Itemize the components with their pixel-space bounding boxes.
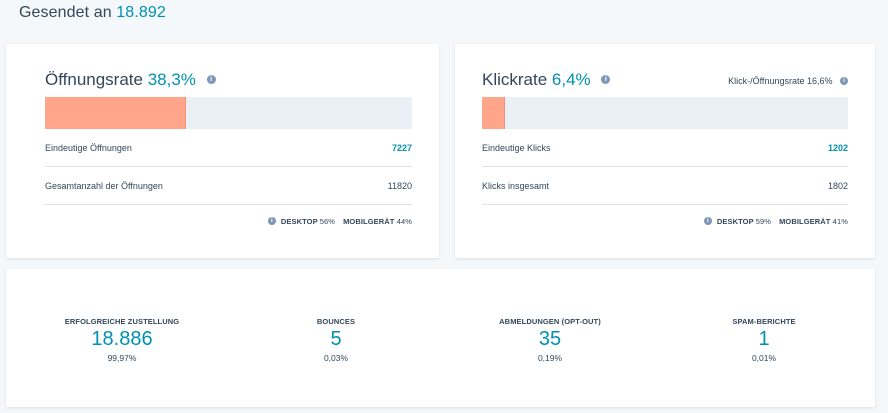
unique-opens-row: Eindeutige Öffnungen 7227	[45, 129, 412, 167]
stat-spam-reports: SPAM-BERICHTE 1 0,01%	[664, 317, 864, 363]
stat-value[interactable]: 35	[538, 328, 562, 350]
desktop-label: DESKTOP	[716, 217, 754, 226]
unique-clicks-row: Eindeutige Klicks 1202	[482, 129, 848, 167]
stat-percent: 0,01%	[751, 353, 777, 363]
desktop-value: 59%	[755, 217, 772, 226]
delivery-stats-card: ERFOLGREICHE ZUSTELLUNG 18.886 99,97% BO…	[6, 269, 875, 407]
info-icon[interactable]: i	[703, 217, 712, 226]
click-rate-bar-track	[482, 97, 848, 129]
stat-label: BOUNCES	[316, 317, 356, 326]
stat-label: ABMELDUNGEN (OPT-OUT)	[499, 317, 601, 326]
total-opens-label: Gesamtanzahl der Öffnungen	[45, 181, 163, 191]
open-rate-value: 38,3%	[147, 70, 196, 89]
total-opens-row: Gesamtanzahl der Öffnungen 11820	[45, 167, 412, 205]
stat-label: ERFOLGREICHE ZUSTELLUNG	[64, 317, 180, 326]
mobile-value: 44%	[396, 217, 412, 226]
unique-opens-value[interactable]: 7227	[391, 143, 412, 153]
stat-value[interactable]: 5	[330, 328, 342, 350]
click-rate-bar-fill	[482, 97, 506, 129]
unique-opens-label: Eindeutige Öffnungen	[45, 143, 132, 153]
desktop-label: DESKTOP	[280, 217, 318, 226]
total-clicks-row: Klicks insgesamt 1802	[482, 167, 848, 205]
stat-unsubscribes: ABMELDUNGEN (OPT-OUT) 35 0,19%	[450, 317, 650, 363]
sent-to-header: Gesendet an 18.892	[19, 4, 166, 22]
desktop-value: 56%	[319, 217, 336, 226]
stat-bounces: BOUNCES 5 0,03%	[236, 317, 436, 363]
info-icon[interactable]: i	[840, 76, 848, 85]
total-clicks-label: Klicks insgesamt	[482, 181, 550, 191]
open-rate-bar-track	[45, 97, 412, 129]
total-opens-value: 11820	[387, 181, 412, 191]
click-rate-card: Klickrate 6,4% i Klick-/Öffnungsrate 16,…	[455, 44, 875, 258]
total-clicks-value: 1802	[827, 181, 848, 191]
stat-value[interactable]: 1	[758, 328, 770, 350]
open-rate-title: Öffnungsrate 38,3% i	[45, 70, 216, 90]
click-rate-title-label: Klickrate	[482, 70, 548, 89]
stat-successful-delivery: ERFOLGREICHE ZUSTELLUNG 18.886 99,97%	[22, 317, 222, 363]
click-device-breakdown: i DESKTOP 59% MOBILGERÄT 41%	[703, 217, 848, 226]
sent-count: 18.892	[116, 4, 166, 21]
unique-clicks-value[interactable]: 1202	[827, 143, 848, 153]
stat-percent: 99,97%	[107, 353, 137, 363]
click-rate-title: Klickrate 6,4% i	[482, 70, 611, 90]
open-rate-card: Öffnungsrate 38,3% i Eindeutige Öffnunge…	[6, 44, 439, 258]
click-to-open-rate: Klick-/Öffnungsrate 16,6% i	[728, 76, 848, 86]
info-icon[interactable]: i	[601, 75, 611, 85]
click-rate-value: 6,4%	[551, 70, 591, 89]
stat-percent: 0,03%	[323, 353, 349, 363]
mobile-value: 41%	[832, 217, 848, 226]
info-icon[interactable]: i	[267, 217, 276, 226]
mobile-label: MOBILGERÄT	[343, 217, 395, 226]
info-icon[interactable]: i	[206, 75, 216, 85]
click-to-open-rate-label: Klick-/Öffnungsrate 16,6%	[728, 76, 833, 86]
open-device-breakdown: i DESKTOP 56% MOBILGERÄT 44%	[267, 217, 412, 226]
stat-percent: 0,19%	[537, 353, 563, 363]
stat-value[interactable]: 18.886	[91, 328, 153, 350]
sent-label: Gesendet an	[19, 4, 112, 21]
unique-clicks-label: Eindeutige Klicks	[482, 143, 551, 153]
open-rate-bar-fill	[45, 97, 186, 129]
open-rate-title-label: Öffnungsrate	[45, 70, 143, 89]
stat-label: SPAM-BERICHTE	[732, 317, 796, 326]
mobile-label: MOBILGERÄT	[779, 217, 831, 226]
